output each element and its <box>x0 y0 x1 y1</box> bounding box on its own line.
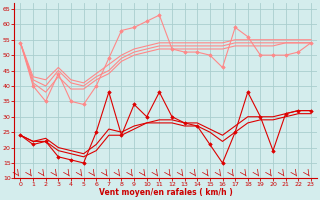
X-axis label: Vent moyen/en rafales ( km/h ): Vent moyen/en rafales ( km/h ) <box>99 188 233 197</box>
